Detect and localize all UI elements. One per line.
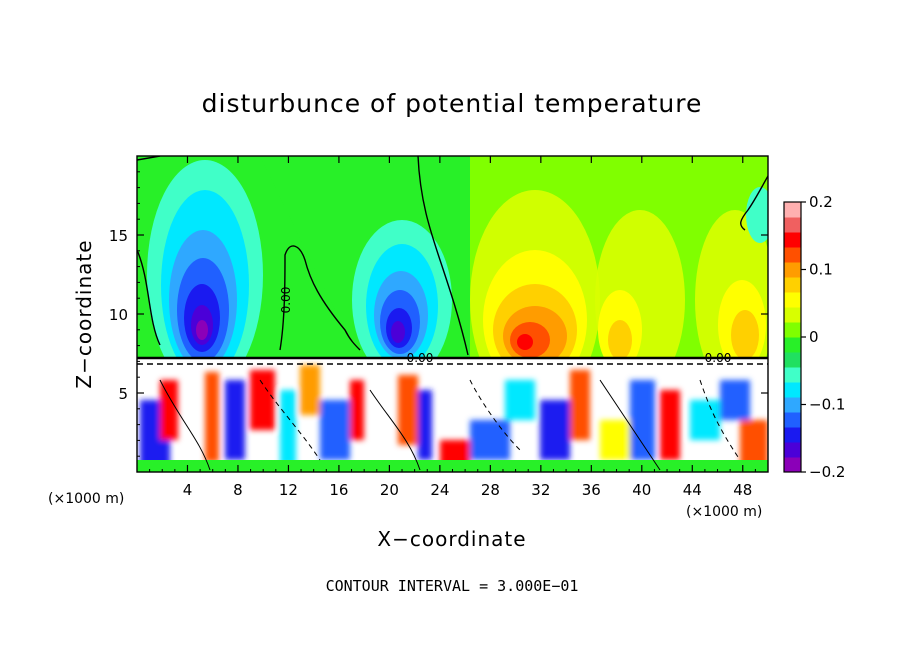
colorbar-swatch	[784, 457, 801, 473]
lower-green-strip	[137, 460, 768, 472]
x-tick-label: 32	[531, 481, 550, 499]
lower-contour-5	[599, 379, 661, 471]
contour-label-1: 0.00	[279, 287, 293, 314]
turbulence-blobs	[140, 365, 768, 470]
x-tick-label: 36	[582, 481, 601, 499]
blob-7	[300, 365, 320, 415]
blob-10	[398, 375, 418, 445]
lower-contour-4	[469, 379, 521, 451]
x-axis-label: X−coordinate	[377, 527, 526, 551]
colorbar-tick-label: −0.1	[809, 396, 845, 414]
lower-contour-3	[369, 389, 421, 471]
colorbar-swatch	[784, 442, 801, 458]
mid-core	[391, 321, 405, 343]
y-axis: 5 10 15	[109, 171, 768, 457]
blob-9	[350, 380, 364, 440]
colorbar-swatch	[784, 397, 801, 413]
x-tick-label: 40	[632, 481, 651, 499]
contour-interval-note: CONTOUR INTERVAL = 3.000E−01	[326, 577, 579, 595]
plot-area	[137, 156, 768, 472]
colorbar-swatch	[784, 277, 801, 293]
blob-11	[418, 390, 432, 460]
y-axis-label: Z−coordinate	[72, 239, 96, 388]
positive-anomaly-east	[470, 190, 685, 358]
blob-21	[720, 380, 750, 420]
blob-13	[470, 420, 510, 460]
zero-contour-1	[137, 249, 161, 346]
colorbar-tick-label: 0.2	[809, 193, 833, 211]
x-tick-label: 44	[683, 481, 702, 499]
colorbar-swatch	[784, 292, 801, 308]
blob-18	[630, 380, 655, 460]
x-unit-right: (×1000 m)	[686, 504, 762, 520]
x-tick-label: 12	[279, 481, 298, 499]
positive-anomaly-far-east	[695, 210, 768, 358]
blob-5	[250, 370, 275, 430]
blob-2	[160, 380, 178, 440]
x-tick-label: 28	[481, 481, 500, 499]
colorbar-swatch	[784, 352, 801, 368]
colorbar-tick-label: 0	[809, 328, 819, 346]
contour-label-3: 0.00	[705, 351, 732, 365]
zero-contour-3	[279, 245, 361, 351]
y-tick-label: 10	[109, 306, 128, 324]
blob-4	[225, 380, 245, 460]
colorbar-tick-label: 0.1	[809, 261, 833, 279]
y-tick-label: 15	[109, 227, 128, 245]
chart-title: disturbunce of potential temperature	[202, 89, 703, 118]
lower-contour-1	[159, 379, 211, 471]
blob-6	[280, 390, 296, 465]
colorbar-swatch	[784, 232, 801, 248]
colorbar-swatch	[784, 367, 801, 383]
east-core	[517, 334, 533, 350]
negative-anomaly-west	[147, 160, 263, 358]
x-unit-left: (×1000 m)	[48, 491, 124, 507]
colorbar-swatch	[784, 412, 801, 428]
colorbar-swatch	[784, 247, 801, 263]
colorbar-tick-label: −0.2	[809, 463, 845, 481]
east-arch-3	[608, 320, 632, 358]
colorbar-swatch	[784, 337, 801, 353]
lower-contour-6	[699, 379, 741, 461]
upper-layer	[137, 156, 768, 358]
x-tick-label: 24	[430, 481, 449, 499]
contour-label-2: 0.00	[407, 351, 434, 365]
blob-17	[600, 420, 630, 460]
x-axis: 4 8 12 16 20 24 28 32 36 40 44 48	[149, 156, 756, 499]
lower-layer	[137, 358, 768, 472]
blob-8	[320, 400, 350, 460]
colorbar-swatch	[784, 382, 801, 398]
blob-20	[690, 400, 720, 440]
x-tick-label: 16	[329, 481, 348, 499]
blob-15	[540, 400, 570, 460]
colorbar-swatch	[784, 322, 801, 338]
x-tick-label: 8	[233, 481, 243, 499]
x-tick-label: 48	[733, 481, 752, 499]
blob-19	[660, 390, 680, 460]
colorbar-swatch	[784, 262, 801, 278]
blob-14	[505, 380, 535, 420]
west-core	[196, 320, 208, 340]
y-tick-label: 5	[118, 385, 128, 403]
colorbar-swatch	[784, 427, 801, 443]
zero-contour-4	[417, 156, 469, 356]
blob-16	[570, 370, 590, 440]
blob-3	[205, 372, 219, 462]
x-tick-label: 4	[183, 481, 193, 499]
far-east-band-3	[731, 310, 759, 358]
upper-cyan-patch	[746, 187, 768, 243]
colorbar-swatch	[784, 202, 801, 218]
x-tick-label: 20	[380, 481, 399, 499]
colorbar: 0.2 0.1 0 −0.1 −0.2	[783, 193, 845, 481]
lower-contour-2	[259, 379, 321, 461]
zero-contour-5	[740, 175, 768, 231]
negative-anomaly-mid	[352, 220, 452, 358]
colorbar-swatch	[784, 307, 801, 323]
colorbar-swatch	[784, 217, 801, 233]
